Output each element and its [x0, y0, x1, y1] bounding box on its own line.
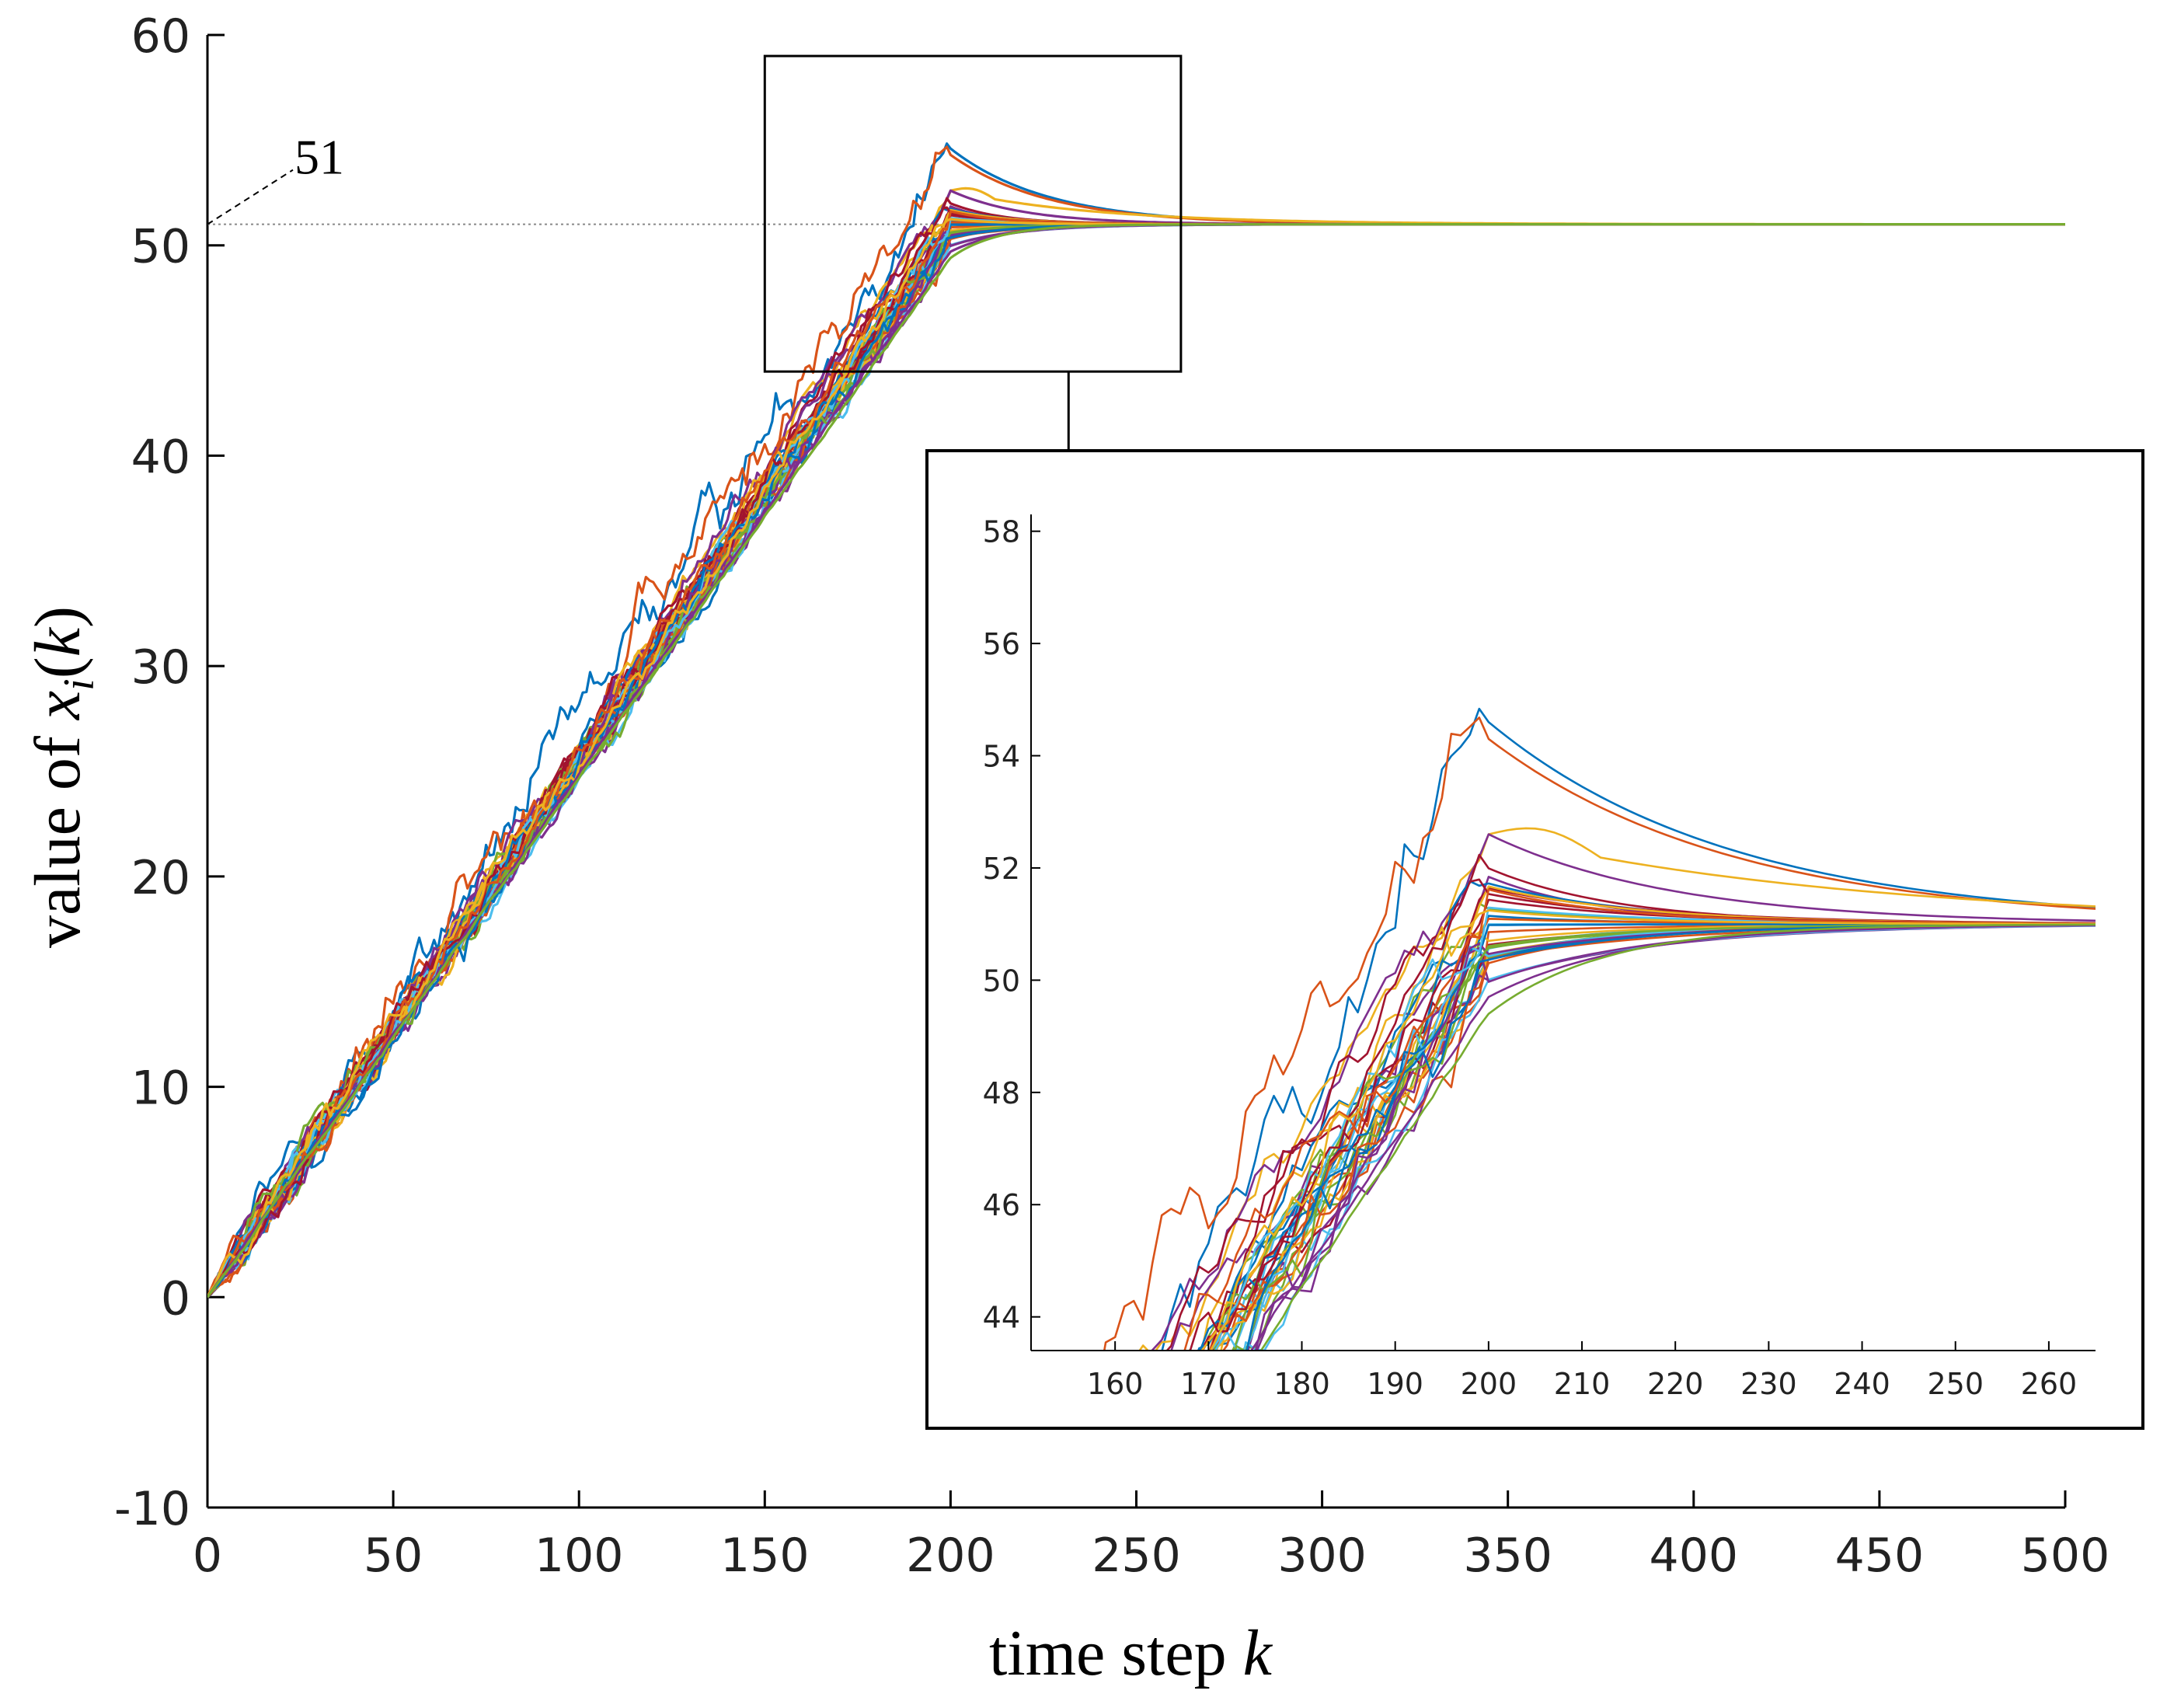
main-series-group: [207, 142, 2065, 1298]
inset-x-tick-label: 170: [1180, 1367, 1237, 1401]
inset-agent-series-line: [1210, 909, 2096, 1351]
main-y-ticks: -10 0 10 20 30 40 50 60: [114, 9, 225, 1536]
x-axis-label: time step k: [989, 1617, 1273, 1689]
inset-agent-series-line: [1161, 707, 2096, 1351]
inset-agent-series-line: [1259, 923, 2096, 1351]
x-tick-label: 200: [906, 1528, 995, 1583]
y-label-sub: i: [55, 678, 103, 691]
x-tick-label: 350: [1463, 1528, 1552, 1583]
y-tick-label: 10: [131, 1061, 190, 1116]
y-tick-label: 60: [131, 9, 190, 64]
inset-x-tick-label: 210: [1554, 1367, 1611, 1401]
inset-y-tick-label: 48: [983, 1076, 1020, 1110]
inset-series-group: [1103, 707, 2096, 1351]
y-label-paren-open: (: [22, 657, 94, 678]
y-label-arg: k: [22, 626, 94, 657]
y-tick-label: 40: [131, 430, 190, 484]
inset-y-tick-label: 52: [983, 852, 1020, 886]
inset-y-tick-label: 44: [983, 1301, 1020, 1335]
inset-y-tick-label: 46: [983, 1188, 1020, 1222]
y-tick-label: 20: [131, 851, 190, 905]
y-label-paren-close: ): [22, 606, 94, 628]
inset-x-tick-label: 240: [1834, 1367, 1890, 1401]
inset-x-tick-label: 180: [1273, 1367, 1330, 1401]
x-label-text: time step: [989, 1617, 1243, 1689]
inset-agent-series-line: [1249, 924, 2096, 1351]
inset-y-ticks: 44 46 48 50 52 54 56 58: [983, 515, 1040, 1335]
inset-x-ticks: 160 170 180 190 200 210 220 230 240 250 260: [1087, 1341, 2077, 1401]
agent-series-line: [207, 223, 2065, 1298]
inset-y-tick-label: 54: [983, 740, 1020, 774]
reference-label: 51: [294, 130, 344, 185]
x-tick-label: 450: [1835, 1528, 1925, 1583]
x-tick-label: 100: [535, 1528, 624, 1583]
inset-y-tick-label: 58: [983, 515, 1020, 549]
y-tick-label: 0: [161, 1271, 190, 1326]
y-axis-label: value of xi(k): [22, 606, 103, 948]
zoom-box: [763, 54, 1183, 373]
inset-agent-series-line: [1138, 827, 2096, 1351]
inset-x-tick-label: 220: [1647, 1367, 1704, 1401]
x-tick-label: 500: [2021, 1528, 2110, 1583]
inset-x-tick-label: 200: [1461, 1367, 1517, 1401]
y-tick-label: 30: [131, 640, 190, 695]
y-tick-label: -10: [114, 1482, 190, 1536]
inset-x-tick-label: 250: [1927, 1367, 1984, 1401]
inset-x-tick-label: 190: [1367, 1367, 1423, 1401]
inset-agent-series-line: [1151, 833, 2096, 1351]
y-tick-label: 50: [131, 220, 190, 274]
x-tick-label: 250: [1092, 1528, 1181, 1583]
x-tick-label: 400: [1650, 1528, 1739, 1583]
x-tick-label: 0: [193, 1528, 222, 1583]
x-label-var: k: [1243, 1617, 1273, 1689]
y-label-var: x: [22, 691, 94, 721]
inset-x-tick-label: 160: [1087, 1367, 1144, 1401]
x-tick-label: 50: [364, 1528, 423, 1583]
main-x-ticks: 0 50 100 150 200 250 300 350 400 450 500: [193, 1490, 2109, 1583]
inset-y-tick-label: 56: [983, 627, 1020, 661]
inset-agent-series-line: [1103, 716, 2096, 1351]
inset-x-tick-label: 230: [1740, 1367, 1797, 1401]
x-tick-label: 300: [1277, 1528, 1367, 1583]
y-label-prefix: value of: [22, 720, 94, 948]
inset-x-tick-label: 260: [2021, 1367, 2078, 1401]
x-tick-label: 150: [720, 1528, 810, 1583]
inset-y-tick-label: 50: [983, 964, 1020, 998]
inset-panel: 160 170 180 190 200 210 220 230 240 250 260 44 46 48…: [925, 449, 2144, 1430]
reference-leader-line: [207, 169, 294, 225]
